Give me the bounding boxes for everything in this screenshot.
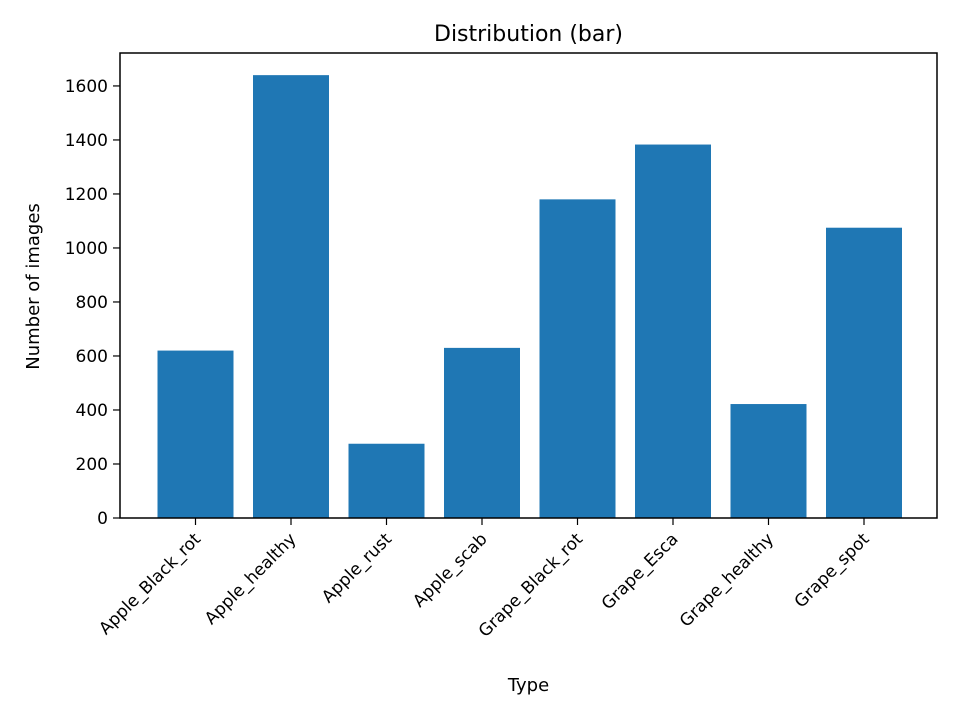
x-tick-label: Grape_spot: [791, 529, 874, 612]
y-tick-label: 1400: [65, 131, 108, 151]
bar-grape-spot: [826, 227, 902, 519]
x-tick-label: Grape_healthy: [676, 529, 778, 631]
plot-area-frame: [119, 52, 938, 519]
x-tick-label: Apple_scab: [409, 529, 491, 611]
y-axis-title: Number of images: [23, 203, 44, 370]
y-axis-ticks: 0 200 400 600 800 1000 1200 1400 1600: [65, 77, 120, 529]
x-tick-label: Apple_Black_rot: [95, 529, 205, 639]
bar-grape-esca: [635, 144, 711, 518]
x-tick-label: Apple_rust: [318, 529, 396, 607]
bar-grape-healthy: [730, 404, 807, 518]
x-tick-label: Grape_Black_rot: [475, 529, 587, 641]
bar-grape-black-rot: [539, 199, 616, 518]
y-tick-label: 0: [97, 509, 108, 529]
x-tick-label: Grape_Esca: [598, 529, 683, 614]
x-axis-title: Type: [507, 675, 549, 696]
y-tick-label: 200: [76, 455, 108, 475]
x-tick-label: Apple_healthy: [201, 529, 301, 629]
y-tick-label: 1600: [65, 77, 108, 97]
bar-apple-rust: [348, 443, 425, 518]
bar-apple-scab: [444, 347, 520, 518]
y-tick-label: 400: [76, 401, 108, 421]
y-tick-label: 1000: [65, 239, 108, 259]
chart-title: Distribution (bar): [434, 22, 623, 47]
y-tick-label: 600: [76, 347, 108, 367]
y-tick-label: 1200: [65, 185, 108, 205]
bar-apple-black-rot: [157, 350, 234, 518]
bar-apple-healthy: [253, 75, 329, 519]
y-tick-label: 800: [76, 293, 108, 313]
bars-group: [157, 75, 902, 519]
